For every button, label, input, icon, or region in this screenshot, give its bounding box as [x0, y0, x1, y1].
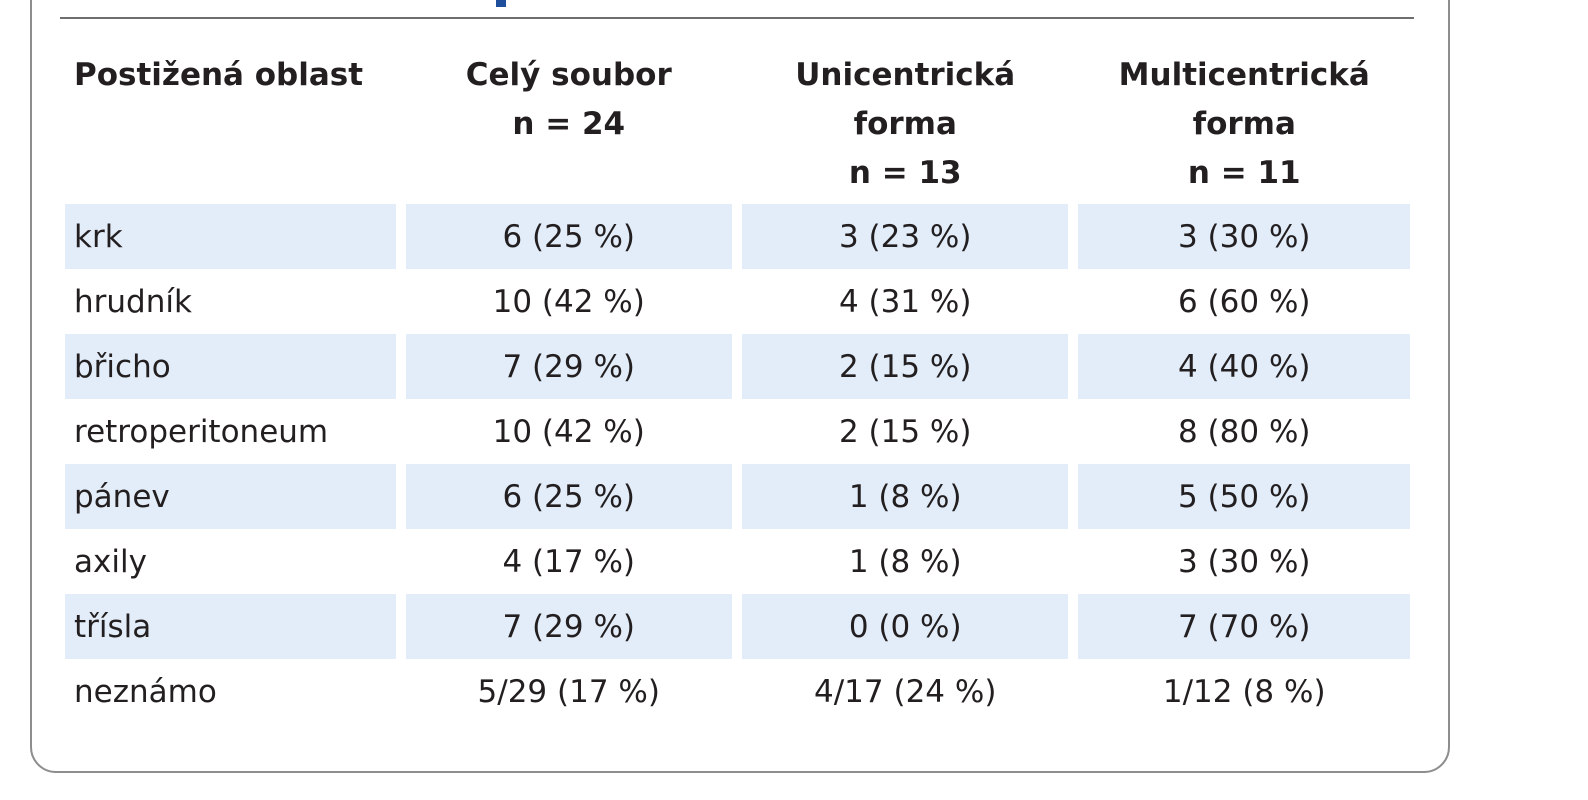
cell-region: hrudník [65, 269, 396, 334]
header-uni-label-1: Unicentrická [795, 57, 1016, 93]
data-table: Postižená oblast Celý soubor n = 24 Unic… [55, 45, 1420, 724]
cell-unicentric: 1 (8 %) [741, 529, 1069, 594]
table-header-row: Postižená oblast Celý soubor n = 24 Unic… [65, 45, 1410, 204]
table-row: krk 6 (25 %) 3 (23 %) 3 (30 %) [65, 204, 1410, 269]
header-region-label: Postižená oblast [74, 57, 364, 93]
table-row: třísla 7 (29 %) 0 (0 %) 7 (70 %) [65, 594, 1410, 659]
header-uni-label-2: forma [853, 106, 957, 142]
caption-title-fragment [496, 0, 506, 7]
cell-whole: 7 (29 %) [405, 334, 732, 399]
cell-region: retroperitoneum [65, 399, 396, 464]
cell-unicentric: 4 (31 %) [741, 269, 1069, 334]
cell-whole: 7 (29 %) [405, 594, 732, 659]
cell-region: neznámo [65, 659, 396, 724]
cell-multicentric: 8 (80 %) [1078, 399, 1410, 464]
cell-whole: 10 (42 %) [405, 269, 732, 334]
cell-unicentric: 1 (8 %) [741, 464, 1069, 529]
cell-region: břicho [65, 334, 396, 399]
table-row: pánev 6 (25 %) 1 (8 %) 5 (50 %) [65, 464, 1410, 529]
table-row: retroperitoneum 10 (42 %) 2 (15 %) 8 (80… [65, 399, 1410, 464]
cell-unicentric: 2 (15 %) [741, 399, 1069, 464]
header-whole-cohort: Celý soubor n = 24 [406, 45, 732, 204]
cell-multicentric: 3 (30 %) [1078, 204, 1410, 269]
cell-multicentric: 6 (60 %) [1078, 269, 1410, 334]
header-whole-count: n = 24 [512, 106, 626, 142]
header-unicentric: Unicentrická forma n = 13 [742, 45, 1068, 204]
header-multi-count: n = 11 [1187, 155, 1301, 191]
cell-multicentric: 5 (50 %) [1078, 464, 1410, 529]
table-row: neznámo 5/29 (17 %) 4/17 (24 %) 1/12 (8 … [65, 659, 1410, 724]
header-multi-label-2: forma [1192, 106, 1296, 142]
cell-region: třísla [65, 594, 396, 659]
cell-multicentric: 3 (30 %) [1078, 529, 1410, 594]
header-multi-label-1: Multicentrická [1118, 57, 1370, 93]
cell-multicentric: 4 (40 %) [1078, 334, 1410, 399]
cell-unicentric: 3 (23 %) [741, 204, 1069, 269]
cell-unicentric: 4/17 (24 %) [741, 659, 1069, 724]
header-whole-label: Celý soubor [465, 57, 672, 93]
cell-multicentric: 7 (70 %) [1078, 594, 1410, 659]
cell-region: pánev [65, 464, 396, 529]
cell-whole: 10 (42 %) [405, 399, 732, 464]
cell-whole: 5/29 (17 %) [405, 659, 732, 724]
cell-whole: 4 (17 %) [405, 529, 732, 594]
cell-whole: 6 (25 %) [405, 204, 732, 269]
caption-divider [60, 17, 1414, 19]
cell-unicentric: 2 (15 %) [741, 334, 1069, 399]
cell-unicentric: 0 (0 %) [741, 594, 1069, 659]
cell-region: axily [65, 529, 396, 594]
cell-multicentric: 1/12 (8 %) [1078, 659, 1410, 724]
cell-whole: 6 (25 %) [405, 464, 732, 529]
header-uni-count: n = 13 [848, 155, 962, 191]
table-row: břicho 7 (29 %) 2 (15 %) 4 (40 %) [65, 334, 1410, 399]
header-region: Postižená oblast [65, 45, 396, 204]
cell-region: krk [65, 204, 396, 269]
table-row: axily 4 (17 %) 1 (8 %) 3 (30 %) [65, 529, 1410, 594]
table-row: hrudník 10 (42 %) 4 (31 %) 6 (60 %) [65, 269, 1410, 334]
header-multicentric: Multicentrická forma n = 11 [1078, 45, 1410, 204]
